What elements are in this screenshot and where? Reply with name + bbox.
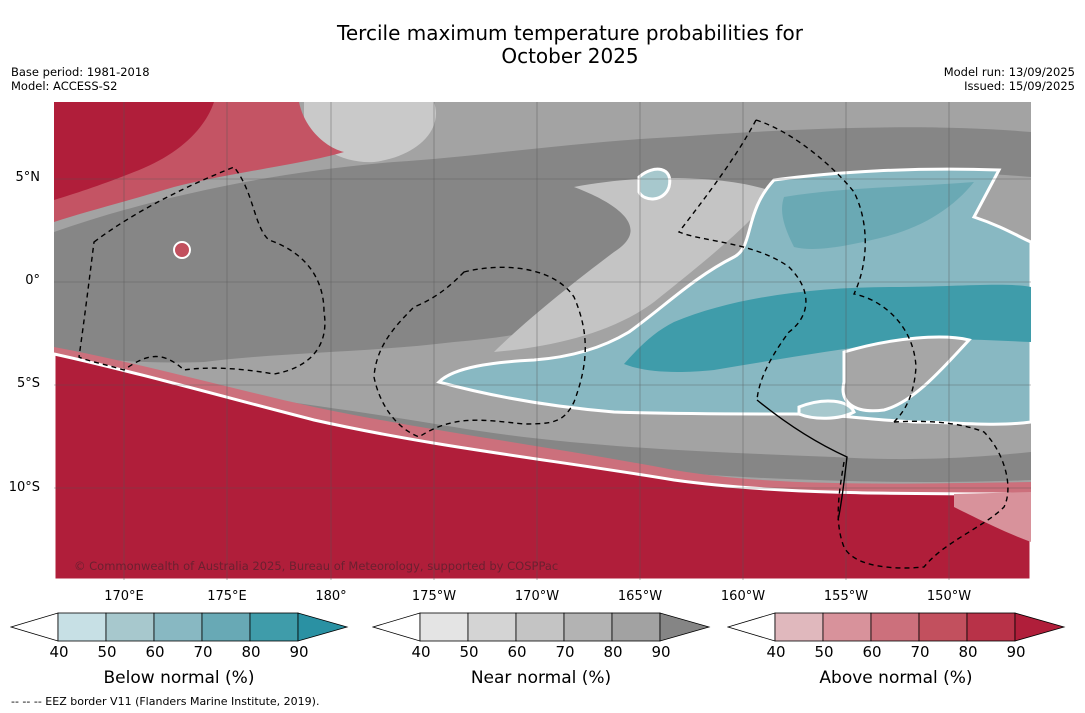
tick-below-90: 90 xyxy=(289,643,309,661)
cbar-above-seg-4 xyxy=(918,612,968,642)
lon-label-150w: 150°W xyxy=(926,589,972,604)
graticule xyxy=(54,102,1031,580)
cbar-near-seg-4 xyxy=(563,612,613,642)
above-normal-spot xyxy=(173,241,191,259)
model-run: Model run: 13/09/2025 xyxy=(943,65,1075,79)
below-normal-small-patch xyxy=(637,167,672,201)
tick-above-60: 60 xyxy=(862,643,882,661)
below-normal-north-core xyxy=(782,182,974,249)
cbar-below-seg-3 xyxy=(153,612,203,642)
copyright-notice: © Commonwealth of Australia 2025, Bureau… xyxy=(74,559,559,573)
lon-label-175w: 175°W xyxy=(411,589,457,604)
near-normal-island xyxy=(841,335,972,413)
meta-right: Model run: 13/09/2025 Issued: 15/09/2025 xyxy=(944,65,1075,93)
tick-below-80: 80 xyxy=(241,643,261,661)
tick-below-60: 60 xyxy=(145,643,165,661)
below-normal-core xyxy=(624,284,1031,372)
tick-above-50: 50 xyxy=(814,643,834,661)
tick-above-40: 40 xyxy=(766,643,786,661)
colorbar-near-normal xyxy=(372,612,711,642)
cbar-above-seg-3 xyxy=(870,612,920,642)
lat-label-10s: 10°S xyxy=(8,480,40,495)
title-line-2: October 2025 xyxy=(501,44,639,68)
lat-label-5s: 5°S xyxy=(16,376,40,391)
eez-legend-note: -- -- -- EEZ border V11 (Flanders Marine… xyxy=(11,695,320,708)
lon-label-175e: 175°E xyxy=(207,589,247,604)
tick-below-40: 40 xyxy=(49,643,69,661)
cbar-above-seg-1 xyxy=(774,612,824,642)
tick-near-80: 80 xyxy=(603,643,623,661)
below-normal-small-patch-2 xyxy=(797,399,856,420)
tick-near-70: 70 xyxy=(555,643,575,661)
map-title: Tercile maximum temperature probabilitie… xyxy=(0,22,1085,68)
lon-label-170w: 170°W xyxy=(514,589,560,604)
cbar-below-seg-4 xyxy=(201,612,251,642)
tick-near-60: 60 xyxy=(507,643,527,661)
cbar-below-seg-6 xyxy=(297,612,349,642)
cbar-below-seg-5 xyxy=(249,612,299,642)
issued-date: Issued: 15/09/2025 xyxy=(964,79,1075,93)
colorbar-title-above: Above normal (%) xyxy=(819,668,973,688)
lon-label-160w: 160°W xyxy=(720,589,766,604)
above-normal-se-light xyxy=(954,492,1031,542)
tick-above-70: 70 xyxy=(910,643,930,661)
colorbar-title-below: Below normal (%) xyxy=(103,668,255,688)
title-line-1: Tercile maximum temperature probabilitie… xyxy=(337,21,803,45)
probability-map xyxy=(54,102,1031,580)
near-normal-light-zone xyxy=(304,102,436,163)
cbar-above-seg-6 xyxy=(1014,612,1066,642)
tick-near-90: 90 xyxy=(651,643,671,661)
lon-label-165w: 165°W xyxy=(617,589,663,604)
tick-below-50: 50 xyxy=(97,643,117,661)
colorbar-title-near: Near normal (%) xyxy=(470,668,612,688)
cbar-near-seg-6 xyxy=(659,612,711,642)
lon-label-155w: 155°W xyxy=(823,589,869,604)
cbar-near-seg-0 xyxy=(372,612,421,642)
above-normal-south xyxy=(54,352,1031,580)
tick-above-90: 90 xyxy=(1006,643,1026,661)
cbar-near-seg-5 xyxy=(611,612,661,642)
model-name: Model: ACCESS-S2 xyxy=(11,79,118,93)
colorbar-below-normal xyxy=(10,612,349,642)
cbar-below-seg-1 xyxy=(57,612,107,642)
lon-label-180: 180° xyxy=(315,589,347,604)
eez-solid-borders xyxy=(756,399,848,521)
tick-above-80: 80 xyxy=(958,643,978,661)
cbar-above-seg-5 xyxy=(966,612,1016,642)
cbar-above-seg-0 xyxy=(727,612,776,642)
cbar-below-seg-2 xyxy=(105,612,155,642)
lat-label-5n: 5°N xyxy=(15,170,41,185)
tick-near-50: 50 xyxy=(459,643,479,661)
cbar-near-seg-3 xyxy=(515,612,565,642)
lon-label-170e: 170°E xyxy=(104,589,144,604)
cbar-near-seg-1 xyxy=(419,612,469,642)
meta-left: Base period: 1981-2018 Model: ACCESS-S2 xyxy=(11,65,150,93)
colorbar-above-normal xyxy=(727,612,1066,642)
base-period: Base period: 1981-2018 xyxy=(11,65,150,79)
near-normal-light-band xyxy=(494,177,774,352)
cbar-above-seg-2 xyxy=(822,612,872,642)
eez-borders xyxy=(78,119,1009,569)
cbar-near-seg-2 xyxy=(467,612,517,642)
above-normal-nw-core xyxy=(54,102,214,200)
cbar-below-seg-0 xyxy=(10,612,59,642)
tick-below-70: 70 xyxy=(193,643,213,661)
tick-near-40: 40 xyxy=(411,643,431,661)
lat-label-0: 0° xyxy=(25,273,40,288)
